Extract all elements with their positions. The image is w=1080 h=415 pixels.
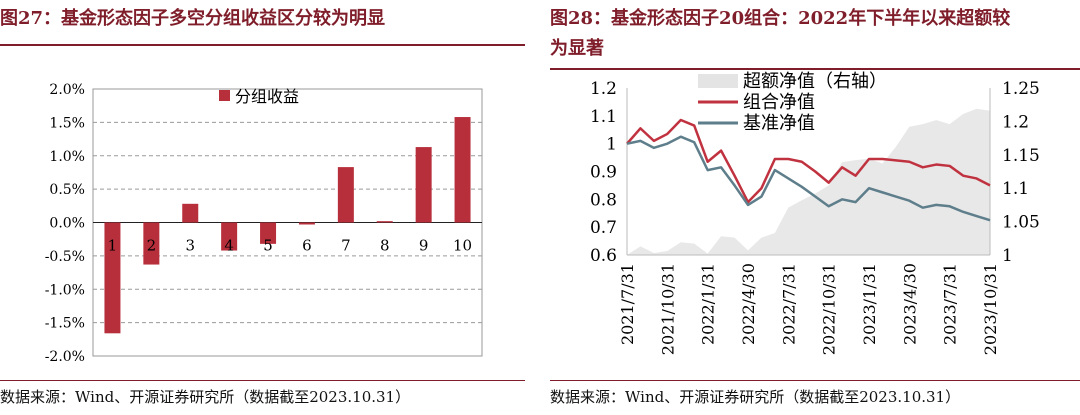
x-tick-label: 1	[108, 237, 118, 255]
right-figure-title-line1: 图28：基金形态因子20组合：2022年下半年以来超额较	[550, 8, 1011, 29]
x-tick-label: 2022/7/31	[779, 263, 798, 345]
portfolio-line	[626, 118, 991, 204]
y-left-tick-label: 1	[606, 135, 617, 155]
left-source: 数据来源：Wind、开源证券研究所（数据截至2023.10.31）	[0, 388, 411, 406]
y-left-tick-label: 1.2	[590, 79, 617, 99]
y-right-tick-label: 1.15	[1002, 146, 1040, 166]
left-title-rule	[0, 44, 525, 46]
right-source-rule	[550, 380, 1080, 381]
y-tick-label: -1.5%	[45, 316, 85, 332]
y-left-tick-label: 0.6	[590, 246, 617, 266]
bar	[104, 222, 121, 334]
bar	[337, 167, 354, 223]
y-right-tick-label: 1.05	[1002, 213, 1040, 233]
x-tick-label: 2	[147, 237, 157, 255]
legend-swatch	[698, 74, 738, 88]
x-tick-label: 8	[380, 237, 390, 255]
x-tick-label: 9	[419, 237, 429, 255]
left-source-rule	[0, 380, 525, 381]
bar	[221, 222, 238, 251]
right-figure-title-line2: 为显著	[550, 38, 604, 59]
y-left-tick-label: 0.7	[590, 218, 617, 238]
excess-area	[627, 108, 990, 255]
x-tick-label: 3	[185, 237, 195, 255]
y-left-tick-label: 1.1	[590, 107, 617, 127]
y-left-tick-label: 0.8	[590, 190, 617, 210]
x-tick-label: 2022/1/31	[699, 263, 718, 345]
legend-label: 组合净值	[743, 92, 815, 113]
right-figure: 图28：基金形态因子20组合：2022年下半年以来超额较 为显著 1.2 1.1 1…	[550, 0, 1080, 415]
left-figure-title: 图27：基金形态因子多空分组收益区分较为明显	[0, 8, 386, 29]
y-tick-label: 2.0%	[49, 82, 85, 98]
bar	[298, 222, 315, 225]
x-tick-label: 5	[263, 237, 273, 255]
x-tick-label: 2023/7/31	[941, 263, 960, 345]
x-tick-label: 2023/1/31	[860, 263, 879, 345]
x-tick-label: 2023/4/30	[900, 263, 919, 345]
x-tick-label: 10	[453, 237, 472, 255]
y-tick-label: 1.0%	[49, 149, 85, 165]
bar	[260, 222, 277, 244]
bar	[143, 222, 160, 265]
y-tick-label: -2.0%	[45, 349, 85, 365]
legend-swatch	[219, 90, 230, 101]
y-left-tick-label: 0.9	[590, 163, 617, 183]
right-title-rule	[550, 68, 1080, 70]
x-tick-label: 6	[302, 237, 312, 255]
x-tick-label: 2022/10/31	[820, 263, 839, 355]
x-tick-label: 4	[224, 237, 234, 255]
bar-chart: 2.0% 1.5% 1.0% 0.5% 0.0% -0.5% -1.0% -1.5% -2.0%…	[45, 82, 483, 365]
x-tick-label: 2022/4/30	[739, 263, 758, 345]
left-figure: 图27：基金形态因子多空分组收益区分较为明显 2.0% 1.5% 1.0% 0.5% 0…	[0, 0, 525, 415]
bar	[376, 221, 393, 223]
bar	[182, 203, 199, 223]
legend-label: 基准净值	[743, 113, 815, 134]
y-right-tick-label: 1.25	[1002, 79, 1040, 99]
x-tick-label: 2023/10/31	[981, 263, 1000, 355]
y-tick-label: 0.5%	[49, 182, 85, 198]
y-right-tick-label: 1	[1002, 246, 1013, 266]
y-right-tick-label: 1.2	[1002, 112, 1029, 132]
x-tick-label: 7	[341, 237, 351, 255]
right-source: 数据来源：Wind、开源证券研究所（数据截至2023.10.31）	[550, 388, 961, 406]
legend-label: 超额净值（右轴）	[743, 71, 887, 92]
y-tick-label: -0.5%	[45, 249, 85, 265]
x-tick-label: 2021/7/31	[618, 263, 637, 345]
y-right-tick-label: 1.1	[1002, 179, 1029, 199]
y-tick-label: 1.5%	[49, 115, 85, 131]
legend-label: 分组收益	[235, 87, 299, 106]
bar	[454, 117, 471, 223]
bar	[415, 147, 432, 223]
y-tick-label: -1.0%	[45, 282, 85, 298]
y-tick-label: 0.0%	[49, 216, 85, 232]
line-chart: 1.21.110.90.80.70.61.251.21.151.11.05120…	[590, 71, 1040, 355]
benchmark-line	[626, 135, 991, 222]
x-tick-label: 2021/10/31	[658, 263, 677, 355]
